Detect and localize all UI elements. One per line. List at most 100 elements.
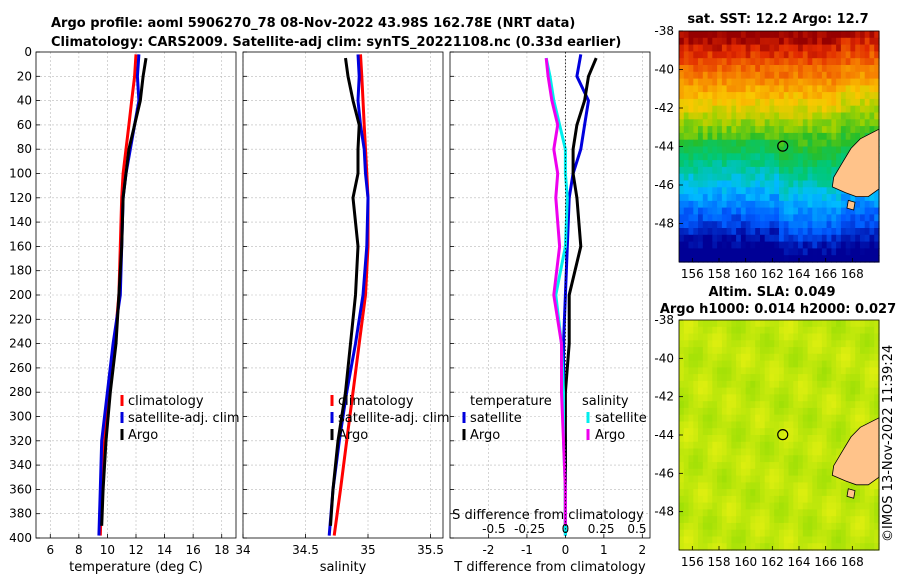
map-cell (845, 353, 852, 362)
map-cell (807, 495, 813, 504)
map-cell (793, 214, 799, 222)
map-cell (717, 489, 723, 497)
map-cell (740, 180, 747, 188)
map-cell (855, 353, 861, 362)
map-cell (779, 187, 785, 195)
map-cell (783, 462, 790, 470)
x-tick-label: 12 (128, 543, 143, 557)
map-cell (760, 37, 766, 46)
map-cell (826, 119, 832, 127)
y-tick-label: -48 (654, 505, 674, 519)
map-cell (769, 448, 775, 456)
map-cell (850, 234, 856, 243)
map-cell (698, 428, 704, 436)
map-cell (688, 241, 694, 249)
map-cell (836, 482, 842, 490)
map-cell (831, 387, 837, 395)
map-cell (798, 214, 804, 222)
map-cell (764, 522, 771, 531)
map-cell (698, 421, 704, 429)
map-cell (683, 214, 690, 222)
map-cell (783, 489, 790, 497)
map-cell (807, 414, 813, 423)
map-cell (760, 462, 766, 470)
map-cell (779, 407, 785, 416)
map-cell (769, 92, 775, 100)
map-cell (726, 31, 732, 39)
map-cell (688, 58, 694, 66)
map-cell (764, 228, 771, 236)
map-cell (864, 51, 871, 59)
map-cell (726, 441, 732, 450)
map-cell (802, 347, 809, 355)
map-cell (783, 475, 790, 483)
map-cell (788, 516, 794, 524)
top-tick-label: 0 (562, 522, 570, 536)
map-cell (850, 502, 856, 510)
map-cell (855, 228, 861, 236)
map-cell (721, 360, 728, 368)
map-cell (755, 92, 761, 100)
map-cell (845, 326, 852, 335)
map-cell (855, 207, 861, 215)
map-cell (712, 112, 718, 120)
map-cell (769, 173, 775, 182)
map-cell (812, 65, 818, 73)
map-cell (712, 435, 718, 443)
map-cell (812, 543, 818, 551)
map-cell (826, 255, 832, 263)
map-cell (845, 421, 852, 429)
map-cell (760, 234, 766, 243)
map-cell (836, 489, 842, 497)
map-cell (855, 320, 861, 328)
map-cell (802, 387, 809, 395)
map-cell (745, 516, 752, 524)
map-cell (774, 441, 780, 450)
map-cell (774, 132, 780, 141)
map-cell (702, 65, 709, 73)
map-cell (750, 65, 756, 73)
map-cell (793, 489, 799, 497)
map-cell (769, 462, 775, 470)
map-cell (755, 248, 761, 256)
map-cell (831, 414, 837, 423)
map-cell (731, 132, 737, 141)
map-cell (802, 126, 809, 134)
map-cell (755, 255, 761, 263)
map-cell (679, 221, 685, 229)
map-cell (679, 536, 685, 544)
map-cell (679, 441, 685, 450)
map-cell (821, 380, 828, 389)
map-cell (702, 248, 709, 256)
map-cell (740, 347, 747, 355)
map-cell (745, 187, 752, 195)
map-cell (821, 132, 828, 141)
map-cell (812, 448, 818, 456)
map-cell (712, 522, 718, 531)
map-cell (793, 112, 799, 120)
map-cell (750, 360, 756, 368)
map-cell (779, 421, 785, 429)
map-cell (731, 180, 737, 188)
map-cell (764, 414, 771, 423)
map-cell (755, 462, 761, 470)
map-cell (688, 394, 694, 402)
map-cell (755, 126, 761, 134)
map-cell (788, 119, 794, 127)
map-cell (712, 194, 718, 202)
map-cell (840, 105, 847, 114)
map-cell (845, 482, 852, 490)
map-cell (869, 543, 875, 551)
map-cell (731, 105, 737, 114)
map-cell (845, 340, 852, 348)
map-cell (693, 37, 699, 46)
map-cell (855, 194, 861, 202)
map-cell (788, 475, 794, 483)
map-cell (693, 516, 699, 524)
map-cell (769, 421, 775, 429)
map-cell (845, 58, 852, 66)
map-cell (717, 31, 723, 39)
map-cell (698, 360, 704, 368)
map-cell (817, 347, 823, 355)
